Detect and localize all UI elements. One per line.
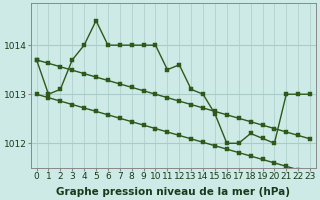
X-axis label: Graphe pression niveau de la mer (hPa): Graphe pression niveau de la mer (hPa) (56, 187, 290, 197)
